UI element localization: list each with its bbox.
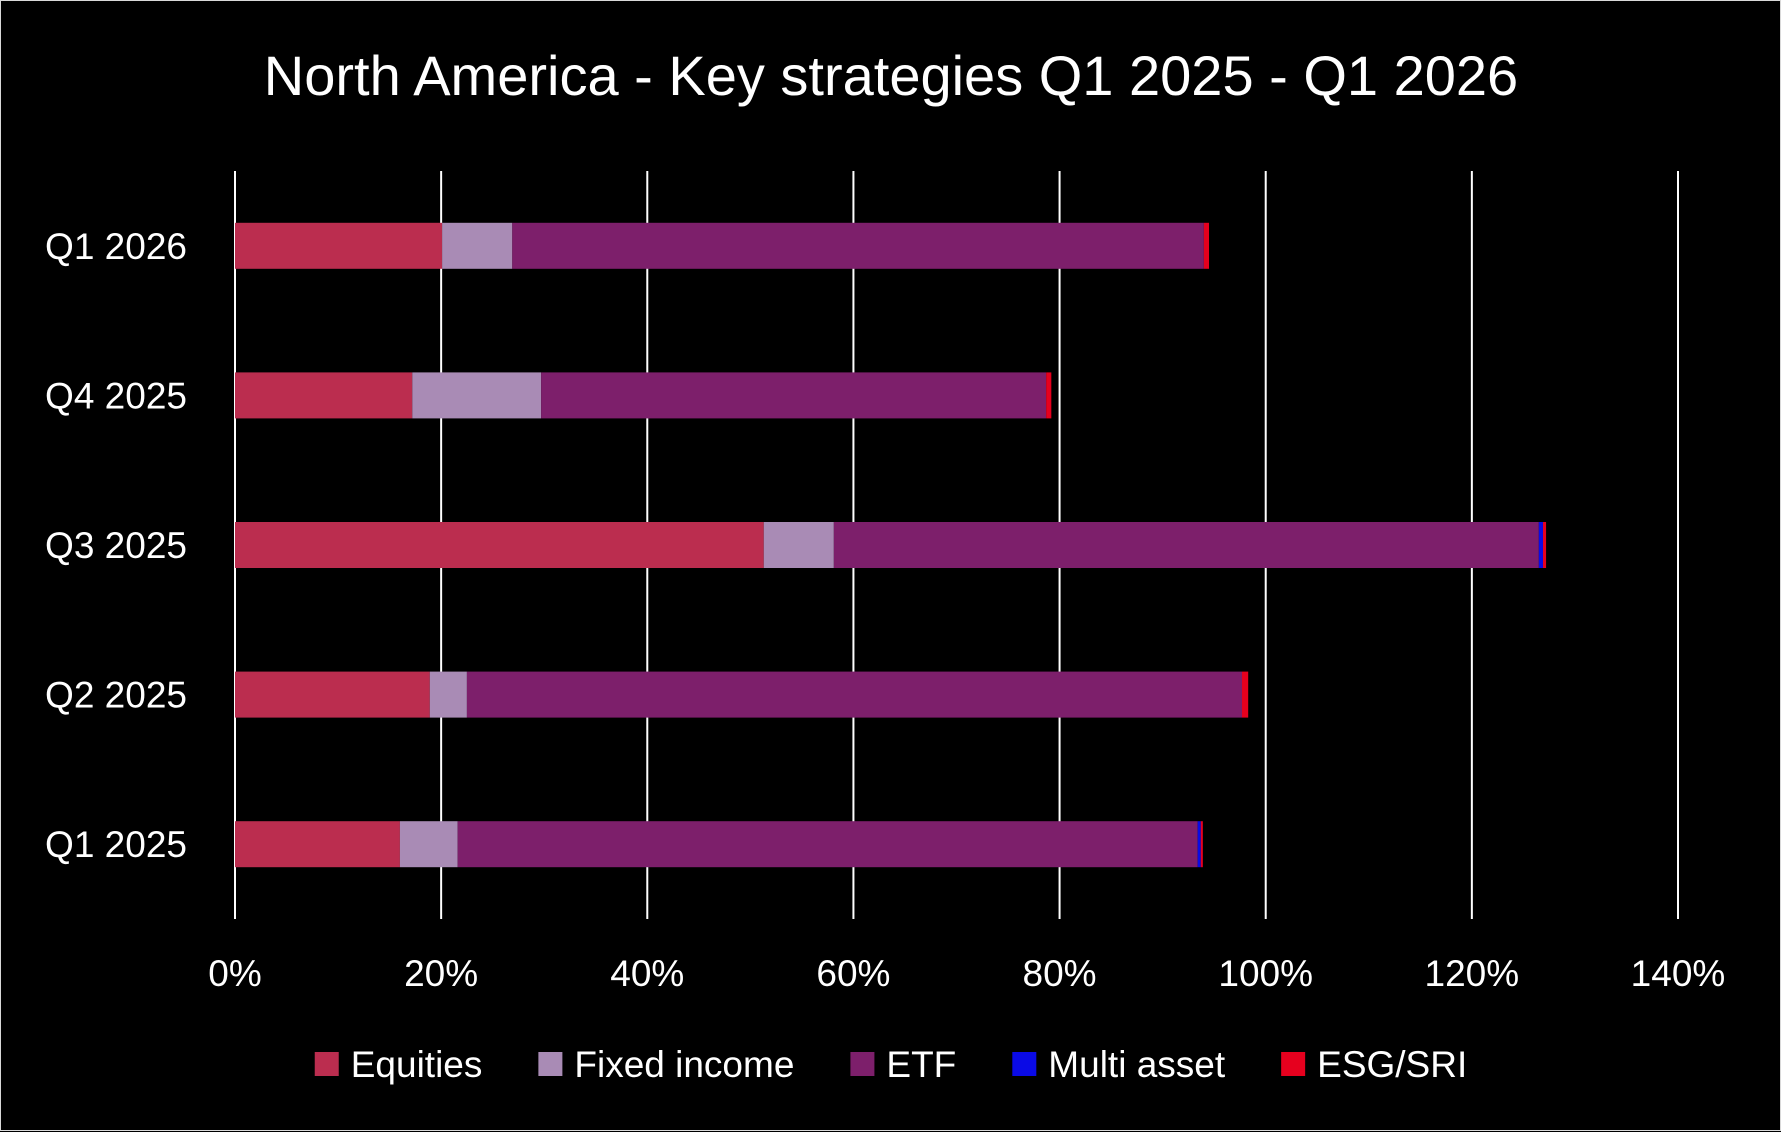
x-tick-label: 80% [1023,953,1097,994]
legend-swatch [850,1052,875,1076]
bar-segment [1538,522,1543,568]
bar-segment [399,821,458,868]
bar-segment [235,671,430,718]
chart-title: North America - Key strategies Q1 2025 -… [264,44,1518,107]
category-label: Q4 2025 [45,375,187,416]
bar-segment [235,821,400,868]
category-label: Q2 2025 [45,675,187,716]
bar-segment [412,372,542,419]
bar-segment [1200,821,1203,868]
legend-label: ETF [886,1044,956,1085]
x-tick-label: 140% [1631,953,1726,994]
bar-segment [235,522,764,568]
x-tick-label: 100% [1218,953,1313,994]
legend-swatch [538,1052,563,1076]
bar-segment [833,522,1539,568]
legend-swatch [314,1052,339,1076]
bar-segment [1046,372,1052,419]
bar-segment [541,372,1047,419]
category-label: Q1 2025 [45,824,187,865]
legend-item: Fixed income [538,1044,794,1085]
bar-segment [512,222,1204,269]
bar-segment [235,372,413,419]
bar-segment [763,522,834,568]
legend-item: ETF [850,1044,956,1085]
bar-segment [457,821,1198,868]
legend-label: Multi asset [1048,1044,1226,1085]
bar-segment [442,222,513,269]
x-tick-label: 120% [1425,953,1520,994]
bar-segment [1197,821,1201,868]
legend-swatch [1012,1052,1037,1076]
category-label: Q1 2026 [45,226,187,267]
x-tick-labels: 0% 20% 40% 60% 80% 100% 120% 140% [208,953,1725,994]
bar-segment [429,671,467,718]
bar-segment [466,671,1243,718]
category-labels: Q1 2026 Q4 2025 Q3 2025 Q2 2025 Q1 2025 [45,226,187,865]
x-tick-label: 40% [610,953,684,994]
x-tick-label: 60% [816,953,890,994]
x-tick-label: 20% [404,953,478,994]
legend: Equities Fixed income ETF Multi asset ESG/SR… [314,1044,1467,1085]
legend-label: Fixed income [574,1044,794,1085]
legend-item: ESG/SRI [1281,1044,1467,1085]
legend-swatch [1281,1052,1306,1076]
x-tick-label: 0% [208,953,261,994]
category-label: Q3 2025 [45,525,187,566]
legend-label: ESG/SRI [1317,1044,1467,1085]
bar-segment [1242,671,1249,718]
bar-segment [235,222,443,269]
legend-item: Multi asset [1012,1044,1226,1085]
bars [235,222,1547,868]
bar-segment [1542,522,1547,568]
bar-segment [1203,222,1210,269]
legend-item: Equities [314,1044,483,1085]
legend-label: Equities [351,1044,483,1085]
